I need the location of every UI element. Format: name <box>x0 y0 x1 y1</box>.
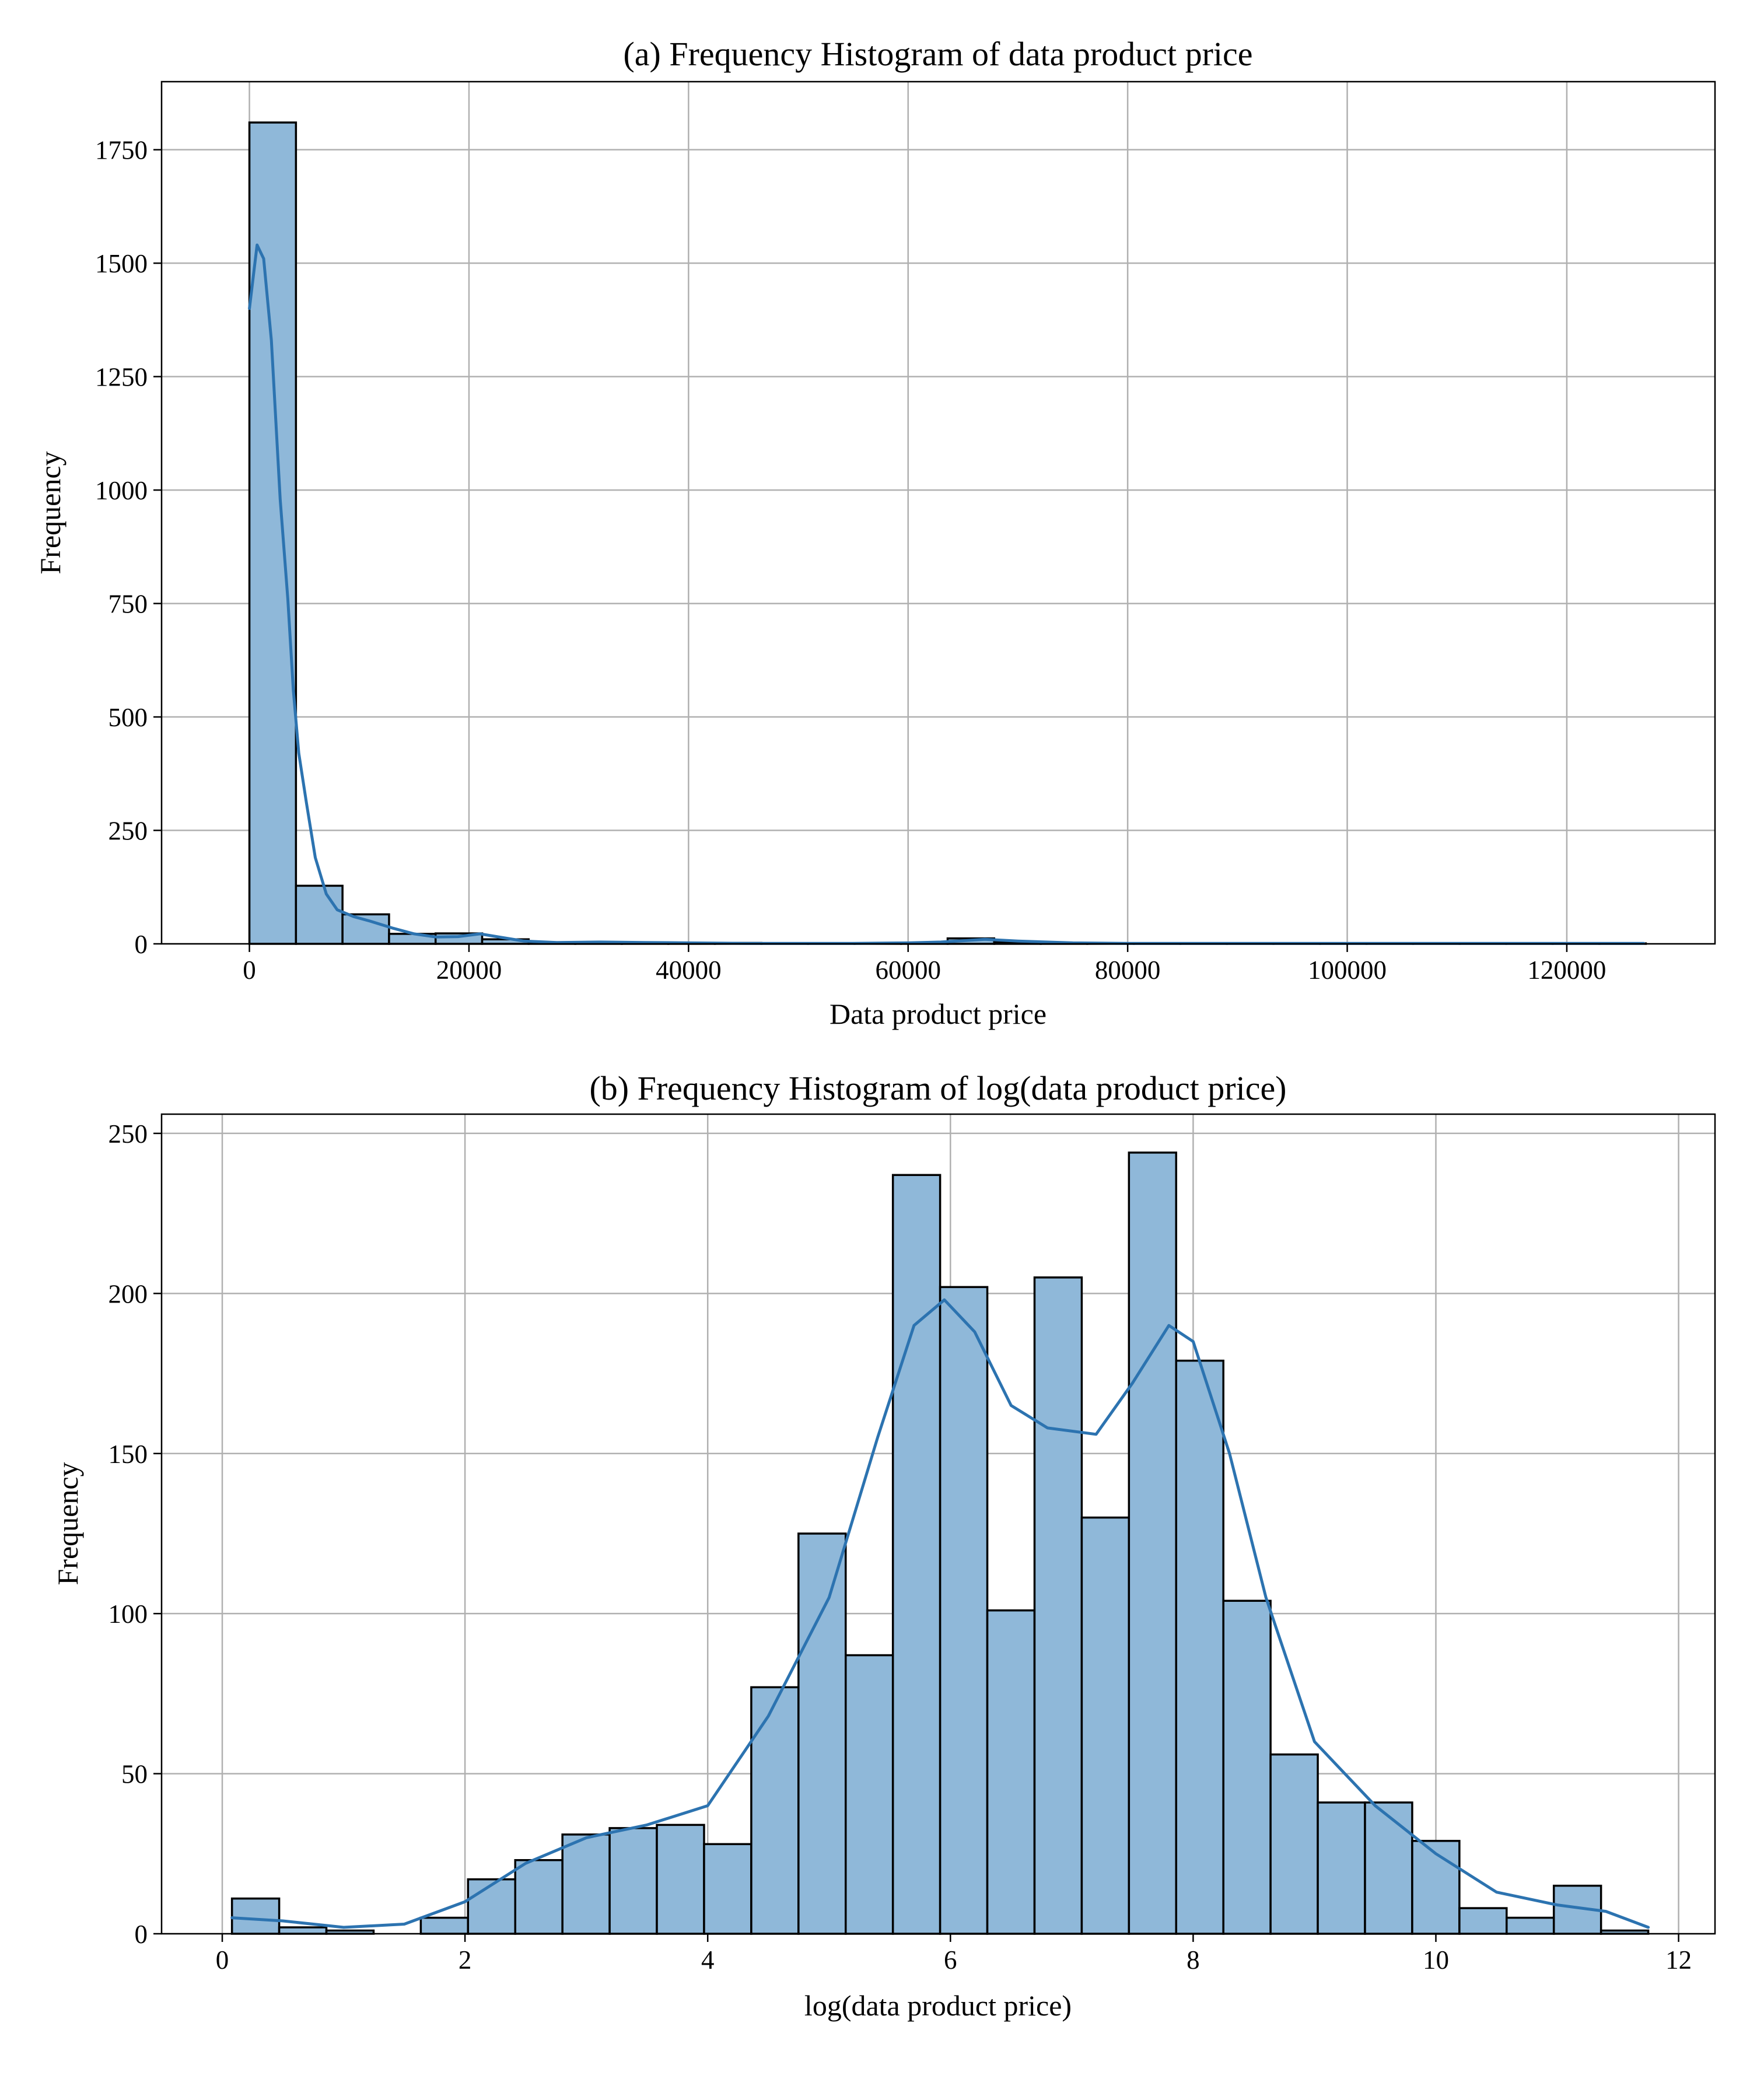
x-tick-label-a: 0 <box>243 956 256 985</box>
histogram-bar-b <box>1080 1516 1130 1935</box>
y-tick-label-a: 1000 <box>95 476 148 505</box>
histogram-bar-b <box>419 1916 470 1935</box>
histogram-bar-b <box>797 1532 847 1935</box>
histogram-bar-a <box>248 121 298 945</box>
y-tick-label-b: 150 <box>108 1440 148 1469</box>
histogram-bar-a <box>295 884 344 945</box>
y-tick-label-a: 1250 <box>95 363 148 392</box>
histogram-bar-b <box>1317 1801 1366 1935</box>
x-tick-label-a: 120000 <box>1527 956 1606 985</box>
histogram-bar-b <box>1128 1152 1178 1935</box>
histogram-bar-b <box>230 1897 281 1935</box>
y-tick-label-b: 50 <box>121 1760 148 1789</box>
x-tick-label-a: 80000 <box>1095 956 1161 985</box>
x-tick-label-a: 60000 <box>875 956 941 985</box>
y-tick-label-a: 0 <box>135 930 148 959</box>
histogram-bar-b <box>703 1843 752 1935</box>
plot-frame-b <box>160 1113 1716 1935</box>
y-tick-label-b: 200 <box>108 1279 148 1308</box>
histogram-bar-b <box>467 1878 516 1935</box>
histogram-bar-b <box>656 1824 705 1935</box>
y-tick-label-b: 250 <box>108 1119 148 1149</box>
y-tick-label-a: 1500 <box>95 249 148 278</box>
kde-line-b <box>230 1298 1650 1929</box>
y-tick-label-b: 100 <box>108 1600 148 1629</box>
histogram-bar-b <box>939 1286 989 1935</box>
histogram-bar-b <box>514 1859 564 1935</box>
histogram-bar-b <box>1222 1600 1272 1935</box>
x-tick-label-b: 12 <box>1665 1945 1692 1975</box>
plot-frame-a <box>160 80 1716 945</box>
histogram-bar-b <box>750 1686 800 1935</box>
x-tick-label-a: 40000 <box>656 956 722 985</box>
y-axis-label-a: Frequency <box>34 451 66 574</box>
histogram-bar-b <box>1364 1801 1413 1935</box>
y-tick-label-a: 750 <box>108 590 148 619</box>
x-tick-label-b: 10 <box>1423 1945 1449 1975</box>
x-tick-label-a: 20000 <box>436 956 502 985</box>
histogram-a: 0 20000 40000 60000 80000 100000 120000 0 250 500… <box>34 35 1716 1030</box>
histogram-bar-b <box>1458 1907 1508 1935</box>
x-tick-label-b: 0 <box>216 1945 229 1975</box>
chart-title-b: (b) Frequency Histogram of log(data prod… <box>589 1069 1286 1107</box>
chart-title-a: (a) Frequency Histogram of data product … <box>623 35 1252 73</box>
y-axis-label-b: Frequency <box>51 1462 84 1585</box>
histogram-bar-b <box>891 1174 942 1935</box>
histogram-bar-b <box>1411 1840 1461 1935</box>
histogram-bar-b <box>1175 1359 1224 1935</box>
histogram-bar-b <box>561 1833 611 1935</box>
kde-line-a <box>248 243 1646 945</box>
histogram-bar-b <box>986 1609 1036 1935</box>
histogram-bar-b <box>278 1926 328 1935</box>
x-tick-label-b: 8 <box>1186 1945 1200 1975</box>
histogram-bar-a <box>341 913 390 945</box>
x-axis-label-a: Data product price <box>830 998 1046 1030</box>
x-tick-label-b: 4 <box>701 1945 715 1975</box>
histogram-bar-b <box>1269 1753 1319 1935</box>
histogram-bar-b <box>1033 1276 1083 1935</box>
y-tick-label-a: 250 <box>108 817 148 846</box>
x-axis-label-b: log(data product price) <box>804 1989 1072 2022</box>
y-tick-label-b: 0 <box>135 1920 148 1949</box>
x-tick-label-b: 2 <box>459 1945 472 1975</box>
histogram-b: 0 2 4 6 8 10 12 0 50 100 150 200 250 (b) Frequency H… <box>51 1069 1716 2022</box>
y-tick-label-a: 1750 <box>95 136 148 165</box>
y-tick-label-a: 500 <box>108 703 148 732</box>
x-tick-label-a: 100000 <box>1308 956 1387 985</box>
histogram-bar-b <box>608 1827 658 1935</box>
histogram-bar-b <box>1506 1916 1555 1935</box>
x-tick-label-b: 6 <box>944 1945 957 1975</box>
histogram-bar-b <box>845 1654 894 1935</box>
